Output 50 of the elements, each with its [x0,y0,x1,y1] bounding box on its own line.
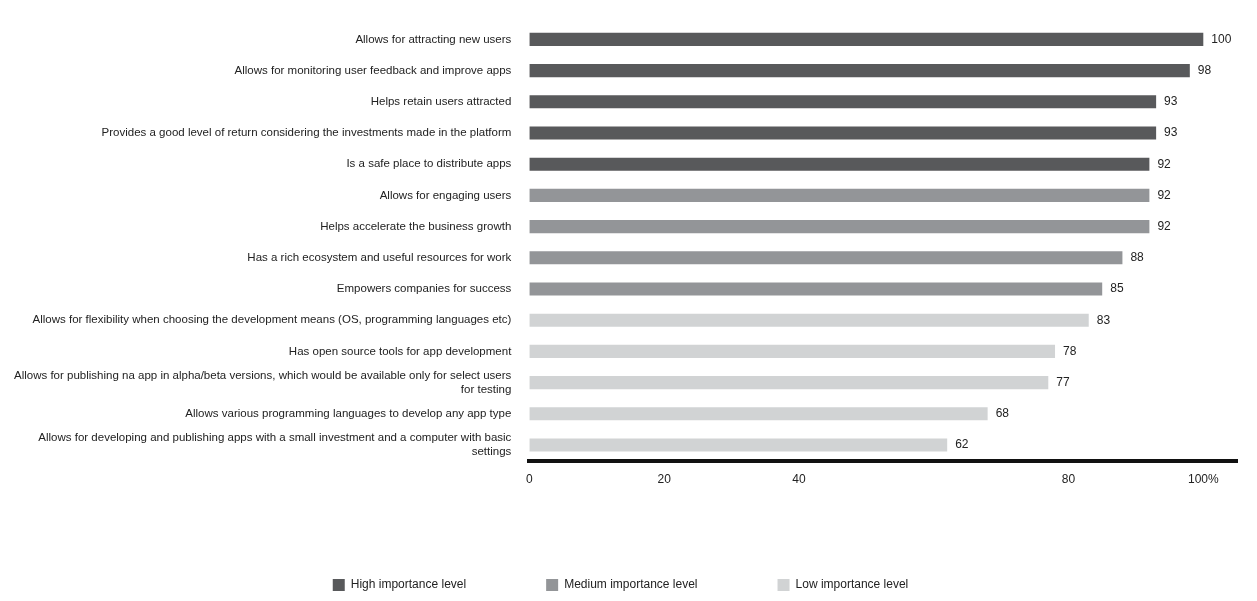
y-tick-label: Is a safe place to distribute apps [346,157,512,170]
y-tick-label: Allows various programming languages to develop any app type [185,406,512,419]
x-tick-label: 100% [1187,472,1219,487]
x-tick-label: 0 [526,472,533,487]
bar [529,126,1157,140]
bar [529,220,1150,234]
data-label: 77 [1056,374,1070,389]
data-label: 93 [1164,94,1178,109]
legend-label: High importance level [350,577,467,592]
y-tick-label: Allows for monitoring user feedback and improve apps [234,63,512,76]
data-label: 92 [1157,218,1172,233]
data-label: 92 [1157,156,1172,171]
y-tick-label: Allows for flexibility when choosing the development means (OS, programming languages etc) [32,313,512,326]
data-label: 98 [1197,62,1212,77]
data-label: 93 [1164,125,1178,140]
y-tick-label: Has a rich ecosystem and useful resources for work [247,250,512,263]
x-tick-label: 20 [657,472,672,487]
bar [529,344,1056,358]
data-label: 68 [995,406,1010,421]
y-tick-label: Allows for engaging users [379,188,512,201]
bar [529,32,1204,46]
y-tick-label: Provides a good level of return considering the investments made in the platform [101,126,512,139]
y-tick-label: Empowers companies for success [336,282,512,295]
data-label: 62 [955,437,969,452]
bar [529,251,1123,265]
legend-label: Medium importance level [564,577,698,592]
bar [529,376,1049,390]
bar [529,64,1190,78]
data-label: 83 [1096,312,1111,327]
y-tick-label: Allows for attracting new users [355,32,512,45]
bar [529,407,988,421]
y-tick-label: Allows for publishing na app in alpha/beta versions, which would be available only for select users for testing [14,368,512,395]
x-tick-label: 40 [792,472,806,487]
bar [529,188,1150,202]
x-tick-label: 80 [1061,472,1076,487]
bar [529,95,1157,109]
y-tick-label: Allows for developing and publishing apps with a small investment and a computer with basic settings [38,431,512,458]
bar [529,282,1103,296]
data-label: 88 [1130,250,1145,265]
bar [529,157,1150,171]
bar [529,438,948,452]
data-label: 78 [1063,343,1077,358]
y-tick-label: Helps accelerate the business growth [320,219,512,232]
data-label: 100 [1211,31,1232,46]
data-label: 92 [1157,187,1172,202]
bar [529,313,1089,327]
legend-label: Low importance level [795,577,909,592]
data-label: 85 [1110,281,1124,296]
y-tick-label: Helps retain users attracted [370,94,512,107]
y-tick-label: Has open source tools for app development [288,344,513,357]
